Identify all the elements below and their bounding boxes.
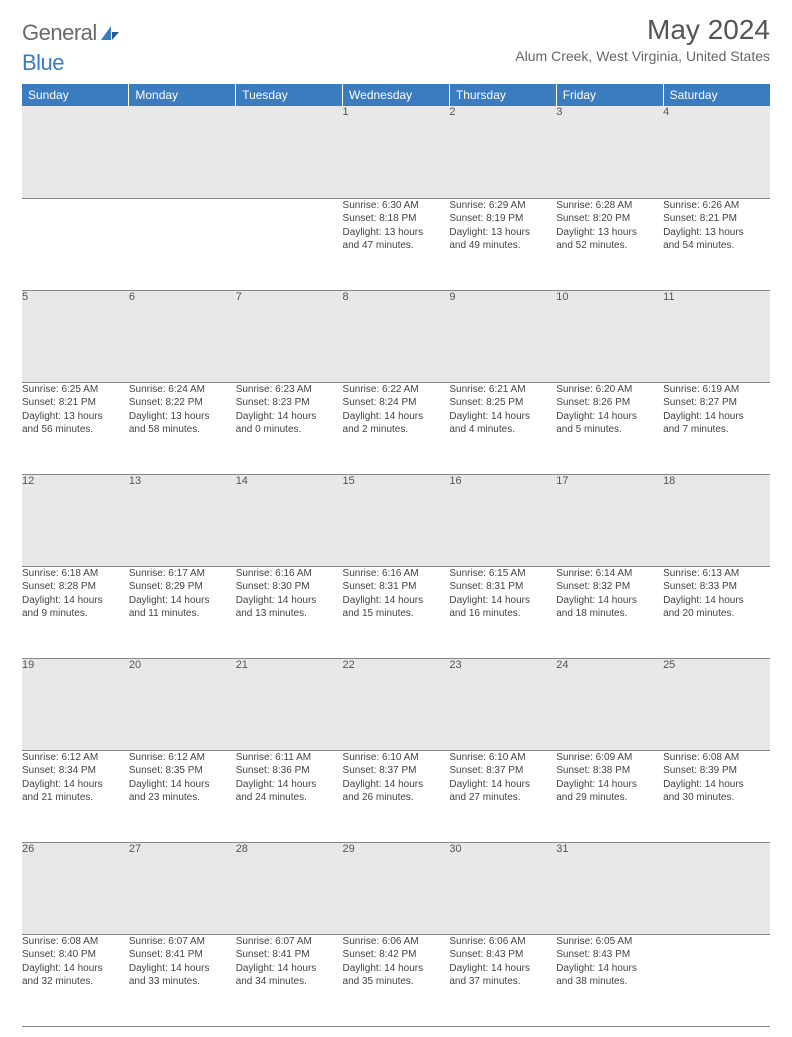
day-body-cell: Sunrise: 6:12 AMSunset: 8:34 PMDaylight:… bbox=[22, 750, 129, 842]
day-number-cell: 3 bbox=[556, 106, 663, 198]
day-number-row: 567891011 bbox=[22, 290, 770, 382]
day-number-cell bbox=[663, 842, 770, 934]
day-number-cell: 1 bbox=[343, 106, 450, 198]
day-number-row: 262728293031 bbox=[22, 842, 770, 934]
day-number-cell: 13 bbox=[129, 474, 236, 566]
day-number-cell: 9 bbox=[449, 290, 556, 382]
day-body-cell: Sunrise: 6:30 AMSunset: 8:18 PMDaylight:… bbox=[343, 198, 450, 290]
day-body-cell: Sunrise: 6:15 AMSunset: 8:31 PMDaylight:… bbox=[449, 566, 556, 658]
day-body-cell: Sunrise: 6:25 AMSunset: 8:21 PMDaylight:… bbox=[22, 382, 129, 474]
weekday-header-row: SundayMondayTuesdayWednesdayThursdayFrid… bbox=[22, 84, 770, 106]
day-body-cell: Sunrise: 6:24 AMSunset: 8:22 PMDaylight:… bbox=[129, 382, 236, 474]
day-body-cell: Sunrise: 6:19 AMSunset: 8:27 PMDaylight:… bbox=[663, 382, 770, 474]
calendar-table: SundayMondayTuesdayWednesdayThursdayFrid… bbox=[22, 84, 770, 1027]
day-number-cell bbox=[129, 106, 236, 198]
day-number-cell: 25 bbox=[663, 658, 770, 750]
day-number-cell: 2 bbox=[449, 106, 556, 198]
weekday-header: Sunday bbox=[22, 84, 129, 106]
day-number-cell: 29 bbox=[343, 842, 450, 934]
day-number-cell: 5 bbox=[22, 290, 129, 382]
calendar-page: General May 2024 Alum Creek, West Virgin… bbox=[0, 0, 792, 1037]
day-number-cell: 19 bbox=[22, 658, 129, 750]
day-body-cell: Sunrise: 6:18 AMSunset: 8:28 PMDaylight:… bbox=[22, 566, 129, 658]
day-body-cell: Sunrise: 6:12 AMSunset: 8:35 PMDaylight:… bbox=[129, 750, 236, 842]
day-number-cell: 30 bbox=[449, 842, 556, 934]
day-number-cell: 12 bbox=[22, 474, 129, 566]
day-body-cell: Sunrise: 6:26 AMSunset: 8:21 PMDaylight:… bbox=[663, 198, 770, 290]
day-number-cell: 28 bbox=[236, 842, 343, 934]
day-body-cell: Sunrise: 6:06 AMSunset: 8:42 PMDaylight:… bbox=[343, 934, 450, 1026]
day-number-cell: 14 bbox=[236, 474, 343, 566]
weekday-header: Monday bbox=[129, 84, 236, 106]
day-number-cell: 10 bbox=[556, 290, 663, 382]
day-number-cell bbox=[22, 106, 129, 198]
day-number-cell: 21 bbox=[236, 658, 343, 750]
weekday-header: Saturday bbox=[663, 84, 770, 106]
day-body-cell: Sunrise: 6:08 AMSunset: 8:40 PMDaylight:… bbox=[22, 934, 129, 1026]
day-body-cell: Sunrise: 6:14 AMSunset: 8:32 PMDaylight:… bbox=[556, 566, 663, 658]
month-title: May 2024 bbox=[515, 14, 770, 46]
day-body-cell: Sunrise: 6:21 AMSunset: 8:25 PMDaylight:… bbox=[449, 382, 556, 474]
brand-text-1: General bbox=[22, 20, 97, 46]
day-body-cell: Sunrise: 6:07 AMSunset: 8:41 PMDaylight:… bbox=[236, 934, 343, 1026]
day-body-cell: Sunrise: 6:22 AMSunset: 8:24 PMDaylight:… bbox=[343, 382, 450, 474]
day-body-cell: Sunrise: 6:05 AMSunset: 8:43 PMDaylight:… bbox=[556, 934, 663, 1026]
day-number-row: 1234 bbox=[22, 106, 770, 198]
day-number-cell: 6 bbox=[129, 290, 236, 382]
weekday-header: Friday bbox=[556, 84, 663, 106]
brand-text-2: Blue bbox=[22, 50, 64, 76]
day-number-cell: 27 bbox=[129, 842, 236, 934]
day-number-cell: 17 bbox=[556, 474, 663, 566]
day-body-cell: Sunrise: 6:16 AMSunset: 8:30 PMDaylight:… bbox=[236, 566, 343, 658]
day-number-cell: 16 bbox=[449, 474, 556, 566]
day-body-cell bbox=[663, 934, 770, 1026]
day-body-cell: Sunrise: 6:23 AMSunset: 8:23 PMDaylight:… bbox=[236, 382, 343, 474]
day-body-cell: Sunrise: 6:06 AMSunset: 8:43 PMDaylight:… bbox=[449, 934, 556, 1026]
day-body-row: Sunrise: 6:25 AMSunset: 8:21 PMDaylight:… bbox=[22, 382, 770, 474]
day-body-row: Sunrise: 6:12 AMSunset: 8:34 PMDaylight:… bbox=[22, 750, 770, 842]
day-body-cell: Sunrise: 6:29 AMSunset: 8:19 PMDaylight:… bbox=[449, 198, 556, 290]
day-body-cell: Sunrise: 6:16 AMSunset: 8:31 PMDaylight:… bbox=[343, 566, 450, 658]
day-number-cell: 4 bbox=[663, 106, 770, 198]
day-number-cell: 22 bbox=[343, 658, 450, 750]
day-number-cell: 8 bbox=[343, 290, 450, 382]
day-body-cell: Sunrise: 6:17 AMSunset: 8:29 PMDaylight:… bbox=[129, 566, 236, 658]
day-number-cell bbox=[236, 106, 343, 198]
location: Alum Creek, West Virginia, United States bbox=[515, 48, 770, 64]
day-body-cell: Sunrise: 6:13 AMSunset: 8:33 PMDaylight:… bbox=[663, 566, 770, 658]
weekday-header: Wednesday bbox=[343, 84, 450, 106]
day-body-cell: Sunrise: 6:20 AMSunset: 8:26 PMDaylight:… bbox=[556, 382, 663, 474]
day-number-cell: 15 bbox=[343, 474, 450, 566]
day-body-cell: Sunrise: 6:11 AMSunset: 8:36 PMDaylight:… bbox=[236, 750, 343, 842]
day-number-cell: 31 bbox=[556, 842, 663, 934]
day-number-cell: 20 bbox=[129, 658, 236, 750]
day-number-cell: 18 bbox=[663, 474, 770, 566]
day-body-cell: Sunrise: 6:09 AMSunset: 8:38 PMDaylight:… bbox=[556, 750, 663, 842]
day-body-row: Sunrise: 6:30 AMSunset: 8:18 PMDaylight:… bbox=[22, 198, 770, 290]
day-body-row: Sunrise: 6:18 AMSunset: 8:28 PMDaylight:… bbox=[22, 566, 770, 658]
title-block: May 2024 Alum Creek, West Virginia, Unit… bbox=[515, 14, 770, 64]
day-number-cell: 7 bbox=[236, 290, 343, 382]
day-number-cell: 11 bbox=[663, 290, 770, 382]
day-body-cell: Sunrise: 6:28 AMSunset: 8:20 PMDaylight:… bbox=[556, 198, 663, 290]
day-body-cell bbox=[129, 198, 236, 290]
day-body-cell bbox=[236, 198, 343, 290]
weekday-header: Tuesday bbox=[236, 84, 343, 106]
day-number-row: 12131415161718 bbox=[22, 474, 770, 566]
day-body-cell: Sunrise: 6:07 AMSunset: 8:41 PMDaylight:… bbox=[129, 934, 236, 1026]
day-body-cell bbox=[22, 198, 129, 290]
day-number-cell: 24 bbox=[556, 658, 663, 750]
day-body-row: Sunrise: 6:08 AMSunset: 8:40 PMDaylight:… bbox=[22, 934, 770, 1026]
day-number-cell: 23 bbox=[449, 658, 556, 750]
day-number-row: 19202122232425 bbox=[22, 658, 770, 750]
sail-icon bbox=[99, 24, 121, 42]
day-body-cell: Sunrise: 6:10 AMSunset: 8:37 PMDaylight:… bbox=[449, 750, 556, 842]
brand-logo: General bbox=[22, 14, 121, 46]
day-body-cell: Sunrise: 6:10 AMSunset: 8:37 PMDaylight:… bbox=[343, 750, 450, 842]
day-body-cell: Sunrise: 6:08 AMSunset: 8:39 PMDaylight:… bbox=[663, 750, 770, 842]
weekday-header: Thursday bbox=[449, 84, 556, 106]
day-number-cell: 26 bbox=[22, 842, 129, 934]
